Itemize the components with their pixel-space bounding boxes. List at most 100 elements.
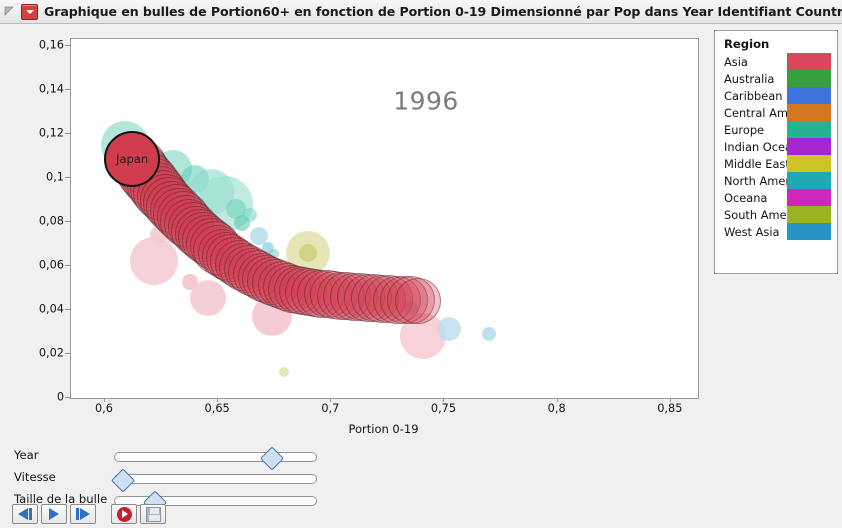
x-tick-label: 0,6 xyxy=(94,402,113,415)
legend-color-swatch xyxy=(787,53,831,70)
slider-label-vitesse: Vitesse xyxy=(14,470,56,484)
x-tick-mark xyxy=(669,397,671,402)
legend-color-swatch xyxy=(787,138,831,155)
bubble[interactable] xyxy=(249,227,268,246)
x-axis-label: Portion 0-19 xyxy=(348,422,419,436)
slider-thumb-year[interactable] xyxy=(259,446,284,471)
slider-label-taille: Taille de la bulle xyxy=(14,492,108,506)
bubble[interactable] xyxy=(129,237,178,285)
y-tick-mark xyxy=(65,88,70,90)
x-tick-mark xyxy=(330,397,332,402)
x-tick-label: 0,8 xyxy=(547,402,566,415)
legend-item-caribbean[interactable]: Caribbean xyxy=(724,87,831,104)
bubble[interactable] xyxy=(298,243,317,262)
legend-panel: Region Asia Australia Caribbean Central Ame… xyxy=(714,30,838,274)
step-forward-icon xyxy=(76,508,90,520)
selected-bubble-japan[interactable]: Japan xyxy=(104,131,161,188)
bubble[interactable] xyxy=(437,317,461,342)
legend-item-label: North America xyxy=(724,173,807,188)
slider-thumb-vitesse[interactable] xyxy=(111,468,136,493)
legend-item-label: Australia xyxy=(724,71,775,86)
plot-frame[interactable]: 1996 Japan xyxy=(70,38,699,399)
y-tick-label: 0,1 xyxy=(46,170,64,184)
legend-item-oceana[interactable]: Oceana xyxy=(724,189,831,206)
legend-item-label: West Asia xyxy=(724,224,780,239)
window-title-bar: Graphique en bulles de Portion60+ en fon… xyxy=(0,0,842,24)
y-tick-mark xyxy=(65,132,70,134)
x-tick-label: 0,65 xyxy=(204,402,230,415)
record-button[interactable] xyxy=(111,504,137,524)
floppy-disk-icon xyxy=(145,506,161,522)
playback-button-bar xyxy=(12,504,166,524)
legend-color-swatch xyxy=(787,172,831,189)
legend-color-swatch xyxy=(787,155,831,172)
bubble[interactable] xyxy=(189,279,226,316)
legend-color-swatch xyxy=(787,104,831,121)
x-tick-label: 0,7 xyxy=(321,402,340,415)
x-tick-mark xyxy=(103,397,105,402)
legend-title: Region xyxy=(724,37,770,51)
x-tick-mark xyxy=(556,397,558,402)
legend-item-south-america[interactable]: South America xyxy=(724,206,831,223)
x-tick-mark xyxy=(217,397,219,402)
triangle-collapse-icon[interactable] xyxy=(4,6,15,17)
legend-item-label: Middle East xyxy=(724,156,790,171)
slider-year[interactable] xyxy=(114,446,317,471)
bubble[interactable] xyxy=(481,326,496,341)
legend-item-europe[interactable]: Europe xyxy=(724,121,831,138)
y-tick-mark xyxy=(65,352,70,354)
slider-label-year: Year xyxy=(14,448,39,462)
legend-item-label: Europe xyxy=(724,122,765,137)
y-tick-mark xyxy=(65,220,70,222)
play-icon xyxy=(49,508,59,520)
y-tick-mark xyxy=(65,44,70,46)
y-tick-label: 0,04 xyxy=(38,302,64,316)
red-dropdown-icon[interactable] xyxy=(21,3,38,20)
x-tick-mark xyxy=(443,397,445,402)
legend-item-north-america[interactable]: North America xyxy=(724,172,831,189)
plot-area: Portion60+ Portion 0-19 00,020,040,060,0… xyxy=(0,24,842,444)
bubble[interactable] xyxy=(278,366,289,377)
y-tick-mark xyxy=(65,264,70,266)
legend-item-label: South America xyxy=(724,207,808,222)
slider-vitesse[interactable] xyxy=(111,468,317,493)
y-tick-label: 0,12 xyxy=(38,126,64,140)
y-tick-label: 0 xyxy=(56,390,64,404)
step-forward-button[interactable] xyxy=(70,504,96,524)
legend-item-australia[interactable]: Australia xyxy=(724,70,831,87)
step-back-button[interactable] xyxy=(12,504,38,524)
step-backward-icon xyxy=(18,508,32,520)
legend-color-swatch xyxy=(787,206,831,223)
y-tick-mark xyxy=(65,308,70,310)
legend-item-central-america[interactable]: Central America xyxy=(724,104,831,121)
legend-item-middle-east[interactable]: Middle East xyxy=(724,155,831,172)
record-icon xyxy=(116,506,132,522)
y-tick-label: 0,14 xyxy=(38,82,64,96)
legend-color-swatch xyxy=(787,189,831,206)
legend-item-label: Oceana xyxy=(724,190,768,205)
legend-item-indian-ocean[interactable]: Indian Ocean xyxy=(724,138,831,155)
legend-item-label: Asia xyxy=(724,54,748,69)
y-tick-mark xyxy=(65,397,70,398)
legend-color-swatch xyxy=(787,223,831,240)
legend-item-west-asia[interactable]: West Asia xyxy=(724,223,831,240)
bubble[interactable] xyxy=(268,248,279,259)
play-button[interactable] xyxy=(41,504,67,524)
bubble[interactable] xyxy=(226,199,247,220)
y-tick-label: 0,02 xyxy=(38,346,64,360)
legend-color-swatch xyxy=(787,87,831,104)
y-tick-label: 0,08 xyxy=(38,214,64,228)
slider-taille[interactable] xyxy=(114,490,317,515)
bubble[interactable] xyxy=(242,208,257,223)
save-button[interactable] xyxy=(140,504,166,524)
legend-entries: Asia Australia Caribbean Central America Eur… xyxy=(724,53,831,240)
x-tick-label: 0,85 xyxy=(657,402,683,415)
year-annotation: 1996 xyxy=(393,86,459,116)
page-title: Graphique en bulles de Portion60+ en fon… xyxy=(44,4,842,19)
y-tick-label: 0,16 xyxy=(38,38,64,52)
bubble-trail-point xyxy=(394,277,441,324)
legend-item-asia[interactable]: Asia xyxy=(724,53,831,70)
y-tick-mark xyxy=(65,176,70,178)
button-spacer xyxy=(99,514,108,515)
